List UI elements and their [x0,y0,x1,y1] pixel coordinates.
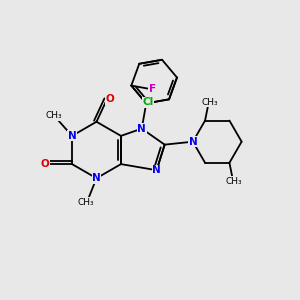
Text: CH₃: CH₃ [226,177,242,186]
Text: O: O [106,94,114,104]
Text: Cl: Cl [142,97,154,107]
Text: CH₃: CH₃ [78,197,94,206]
Text: N: N [152,165,161,175]
Text: F: F [148,83,156,94]
Text: N: N [68,131,76,141]
Text: N: N [188,137,197,147]
Text: CH₃: CH₃ [46,112,62,121]
Text: N: N [137,124,146,134]
Text: N: N [92,173,101,183]
Text: CH₃: CH₃ [201,98,218,106]
Text: O: O [41,159,50,169]
